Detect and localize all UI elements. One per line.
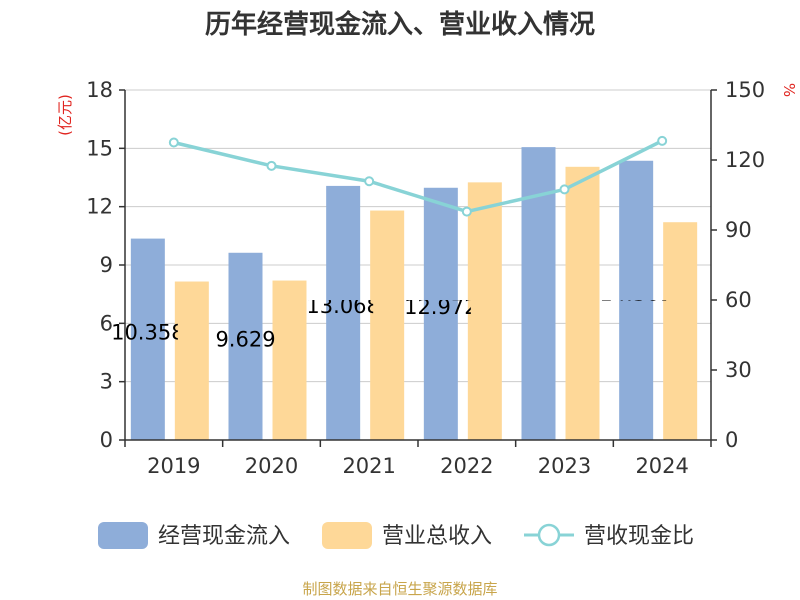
ratio-point: [364, 176, 375, 187]
legend-marker: [537, 523, 561, 547]
x-tick-label: 2023: [538, 454, 591, 478]
axes: 0 3 6 9 12 15 18 0 30 60 90 120 150 2019 2020 2021 2022 2…: [86, 78, 765, 478]
x-tick-label: 2019: [147, 454, 200, 478]
legend-item: 营业总收入: [322, 522, 492, 549]
legend-label: 营收现金比: [584, 524, 694, 549]
left-tick-label: 6: [100, 311, 113, 335]
left-tick-label: 3: [100, 370, 113, 394]
bar-revenue: [663, 222, 698, 440]
legend-swatch: [98, 522, 148, 549]
ratio-point: [266, 160, 277, 171]
right-tick-label: 60: [725, 288, 752, 312]
legend-item: 营收现金比: [524, 523, 694, 549]
right-axis-unit: %: [780, 83, 798, 97]
left-tick-label: 12: [86, 195, 113, 219]
ratio-point: [559, 184, 570, 195]
right-tick-label: 0: [725, 428, 738, 452]
bar-revenue: [370, 210, 405, 440]
bar-cash-inflow: [423, 187, 458, 440]
grid-lines: [125, 89, 711, 383]
ratio-line: [168, 135, 668, 217]
ratio-point: [461, 206, 472, 217]
right-tick-label: 90: [725, 218, 752, 242]
ratio-polyline: [173, 139, 663, 214]
bar-cash-inflow: [326, 185, 361, 440]
bar-revenue: [174, 281, 209, 440]
legend-label: 营业总收入: [382, 524, 492, 549]
x-tick-label: 2024: [635, 454, 688, 478]
bar-value-label: 14.361: [599, 281, 672, 305]
bar-value-label: 10.358: [111, 320, 184, 344]
bar-value-label: 9.629: [215, 327, 275, 351]
left-axis-unit: (亿元): [56, 94, 74, 136]
right-tick-label: 120: [725, 148, 765, 172]
left-tick-label: 18: [86, 78, 113, 102]
bar-value-label: 12.972: [404, 295, 477, 319]
right-tick-label: 30: [725, 358, 752, 382]
right-tick-label: 150: [725, 78, 765, 102]
bar-revenue: [467, 182, 502, 440]
ratio-point: [168, 137, 179, 148]
left-tick-label: 0: [100, 428, 113, 452]
bars: [130, 147, 698, 441]
bar-cash-inflow: [619, 160, 654, 440]
legend-swatch: [322, 522, 372, 549]
legend-item: 经营现金流入: [98, 522, 290, 549]
x-tick-label: 2020: [245, 454, 298, 478]
legend-label: 经营现金流入: [158, 524, 290, 549]
x-tick-label: 2022: [440, 454, 493, 478]
chart-title: 历年经营现金流入、营业收入情况: [205, 9, 595, 40]
bar-value-label: 13.068: [306, 294, 379, 318]
legend: 经营现金流入 营业总收入 营收现金比: [98, 522, 694, 549]
left-tick-label: 9: [100, 253, 113, 277]
bar-revenue: [272, 280, 307, 440]
ratio-point: [657, 135, 668, 146]
source-note: 制图数据来自恒生聚源数据库: [302, 580, 497, 598]
bar-cash-inflow: [130, 238, 165, 440]
bar-revenue: [565, 166, 600, 441]
x-tick-label: 2021: [342, 454, 395, 478]
bar-cash-inflow: [228, 252, 263, 440]
left-tick-label: 15: [86, 136, 113, 160]
